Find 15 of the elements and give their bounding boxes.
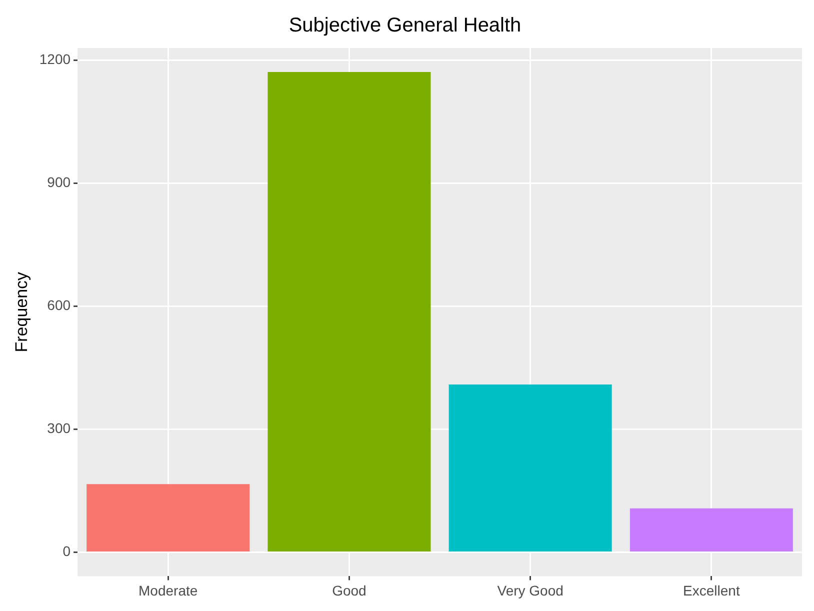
x-tick-label: Very Good — [497, 582, 564, 598]
y-tick-label: 900 — [47, 174, 71, 190]
y-tick-label: 0 — [62, 543, 71, 560]
y-tick-label: 1200 — [39, 50, 71, 67]
bar — [86, 484, 250, 552]
y-axis-title: Frequency — [12, 271, 31, 352]
y-tick-label: 300 — [47, 420, 71, 436]
x-tick-label: Excellent — [683, 582, 740, 598]
bar — [448, 384, 612, 552]
bar — [630, 508, 793, 552]
y-tick-label: 600 — [47, 297, 71, 314]
x-tick-label: Moderate — [138, 582, 198, 598]
chart-title: Subjective General Health — [288, 14, 522, 37]
bar — [268, 72, 431, 552]
x-tick-label: Good — [332, 582, 366, 598]
